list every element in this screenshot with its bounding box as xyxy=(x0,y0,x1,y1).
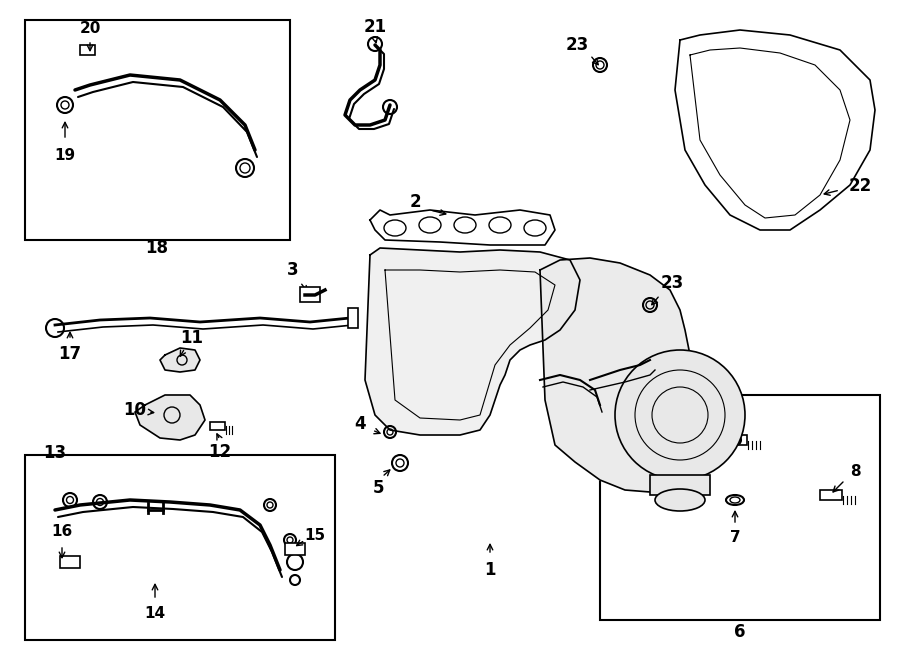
Bar xyxy=(725,435,747,445)
Text: 13: 13 xyxy=(43,444,67,462)
Text: 1: 1 xyxy=(484,561,496,579)
Text: 19: 19 xyxy=(54,148,76,162)
Polygon shape xyxy=(365,248,580,435)
Polygon shape xyxy=(135,395,205,440)
Text: 6: 6 xyxy=(734,623,746,641)
Text: 16: 16 xyxy=(51,524,73,540)
Circle shape xyxy=(615,350,745,480)
Text: 21: 21 xyxy=(364,18,387,36)
Text: 4: 4 xyxy=(355,415,365,433)
Bar xyxy=(600,395,880,620)
Text: 23: 23 xyxy=(565,36,589,54)
Text: 7: 7 xyxy=(730,530,741,545)
Ellipse shape xyxy=(384,220,406,236)
Text: 20: 20 xyxy=(79,21,101,36)
Bar xyxy=(300,287,320,302)
Text: 15: 15 xyxy=(304,528,326,542)
Text: 3: 3 xyxy=(287,261,299,279)
Text: 10: 10 xyxy=(123,401,147,419)
Bar xyxy=(25,20,290,240)
Bar xyxy=(348,308,358,328)
Bar xyxy=(60,556,80,568)
Text: 9: 9 xyxy=(731,410,742,426)
Polygon shape xyxy=(370,210,555,245)
Bar xyxy=(210,422,225,430)
Bar xyxy=(650,475,710,495)
Text: 12: 12 xyxy=(209,443,231,461)
Bar xyxy=(285,543,305,555)
Ellipse shape xyxy=(419,217,441,233)
Bar xyxy=(820,490,842,500)
Bar xyxy=(80,45,95,55)
Text: 17: 17 xyxy=(58,345,82,363)
Ellipse shape xyxy=(454,217,476,233)
Polygon shape xyxy=(540,258,700,492)
Text: 2: 2 xyxy=(410,193,421,211)
Text: 23: 23 xyxy=(661,274,684,292)
Ellipse shape xyxy=(524,220,546,236)
Text: 5: 5 xyxy=(373,479,383,497)
Ellipse shape xyxy=(489,217,511,233)
Text: 8: 8 xyxy=(850,465,860,479)
Text: 18: 18 xyxy=(146,239,168,257)
Text: 22: 22 xyxy=(849,177,871,195)
Polygon shape xyxy=(160,348,200,372)
Text: 14: 14 xyxy=(144,606,166,620)
Ellipse shape xyxy=(655,489,705,511)
Text: 11: 11 xyxy=(181,329,203,347)
Polygon shape xyxy=(675,30,875,230)
Bar xyxy=(25,455,335,640)
